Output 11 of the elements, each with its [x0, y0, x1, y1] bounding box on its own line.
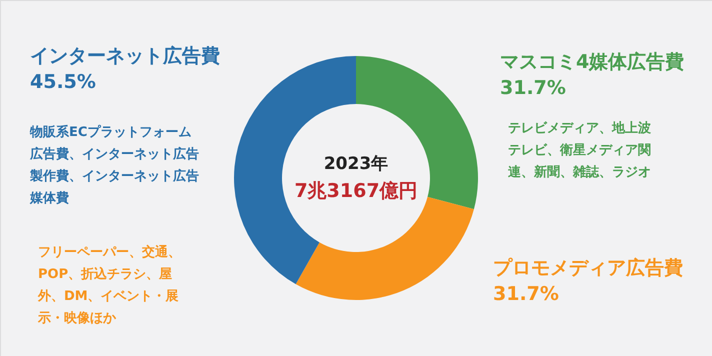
text: 物販系ECプラットフォーム広告費、インターネット広告製作費、インターネット広告媒体費 — [29, 124, 199, 206]
text: 7兆3167億円 — [294, 180, 418, 202]
text: フリーペーパー、交通、POP、折込チラシ、屋外、DM、イベント・展示・映像ほか — [37, 244, 181, 326]
data-label: 45.5% — [30, 71, 96, 93]
slice-label: プロモメディア広告費 — [493, 257, 683, 279]
text: 2023年 — [324, 154, 388, 174]
slice-label: マスコミ4媒体広告費 — [500, 51, 684, 73]
slice-label: インターネット広告費 — [30, 45, 220, 67]
text: テレビメディア、地上波テレビ、衛星メディア関連、新聞、雑誌、ラジオ — [507, 121, 652, 180]
data-label: 31.7% — [493, 283, 559, 305]
data-label: 31.7% — [500, 77, 566, 99]
